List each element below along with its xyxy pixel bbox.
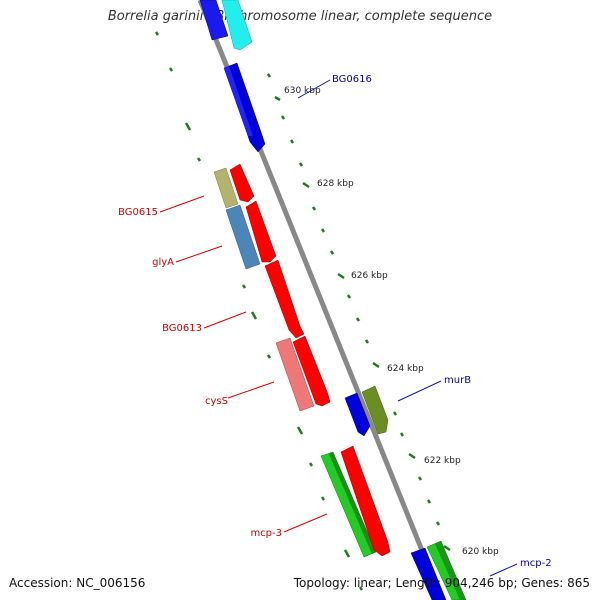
outer-tick-line [266,73,451,552]
gene-block-mcp2[interactable] [410,540,467,600]
tick-label-630: 630 kbp [284,86,321,96]
leader-line-murb [397,380,442,402]
gene-label-glya[interactable]: glyA [152,257,174,268]
gene-block-glya[interactable] [225,200,277,270]
gene-block-top-blue[interactable] [199,0,229,41]
tick-label-628: 628 kbp [317,179,354,189]
tick-label-622: 622 kbp [424,456,461,466]
tick-label-624: 624 kbp [387,364,424,374]
gene-label-cyss[interactable]: cysS [205,396,228,407]
gene-block-murb[interactable] [344,385,389,437]
gene-label-mcp3[interactable]: mcp-3 [250,528,282,539]
gene-block-cyss[interactable] [275,335,331,412]
leader-line-bg0615 [159,195,205,213]
leader-line-mcp3 [283,513,328,533]
tick-label-626: 626 kbp [351,271,388,281]
inner-tick-line [154,31,364,591]
gene-block-top-cyan[interactable] [221,0,253,51]
leader-line-bg0613 [203,311,247,329]
gene-block-bg0616[interactable] [223,62,266,153]
gene-label-bg0613[interactable]: BG0613 [162,323,202,334]
gene-label-murb[interactable]: murB [444,375,471,386]
leader-line-glya [175,245,223,263]
gene-block-bg0615[interactable] [213,163,255,209]
gene-label-bg0616[interactable]: BG0616 [332,74,372,85]
leader-line-mcp2 [489,563,518,577]
gene-block-mcp3[interactable] [320,445,391,558]
gene-label-mcp2[interactable]: mcp-2 [520,558,552,569]
gene-block-bg0613[interactable] [264,259,305,339]
accession-text: Accession: NC_006156 [9,576,146,590]
summary-text: Topology: linear; Length: 904,246 bp; Ge… [293,576,590,590]
tick-label-620: 620 kbp [462,547,499,557]
gene-label-bg0615[interactable]: BG0615 [118,207,158,218]
leader-line-bg0616 [297,79,331,99]
leader-line-cyss [227,381,275,399]
